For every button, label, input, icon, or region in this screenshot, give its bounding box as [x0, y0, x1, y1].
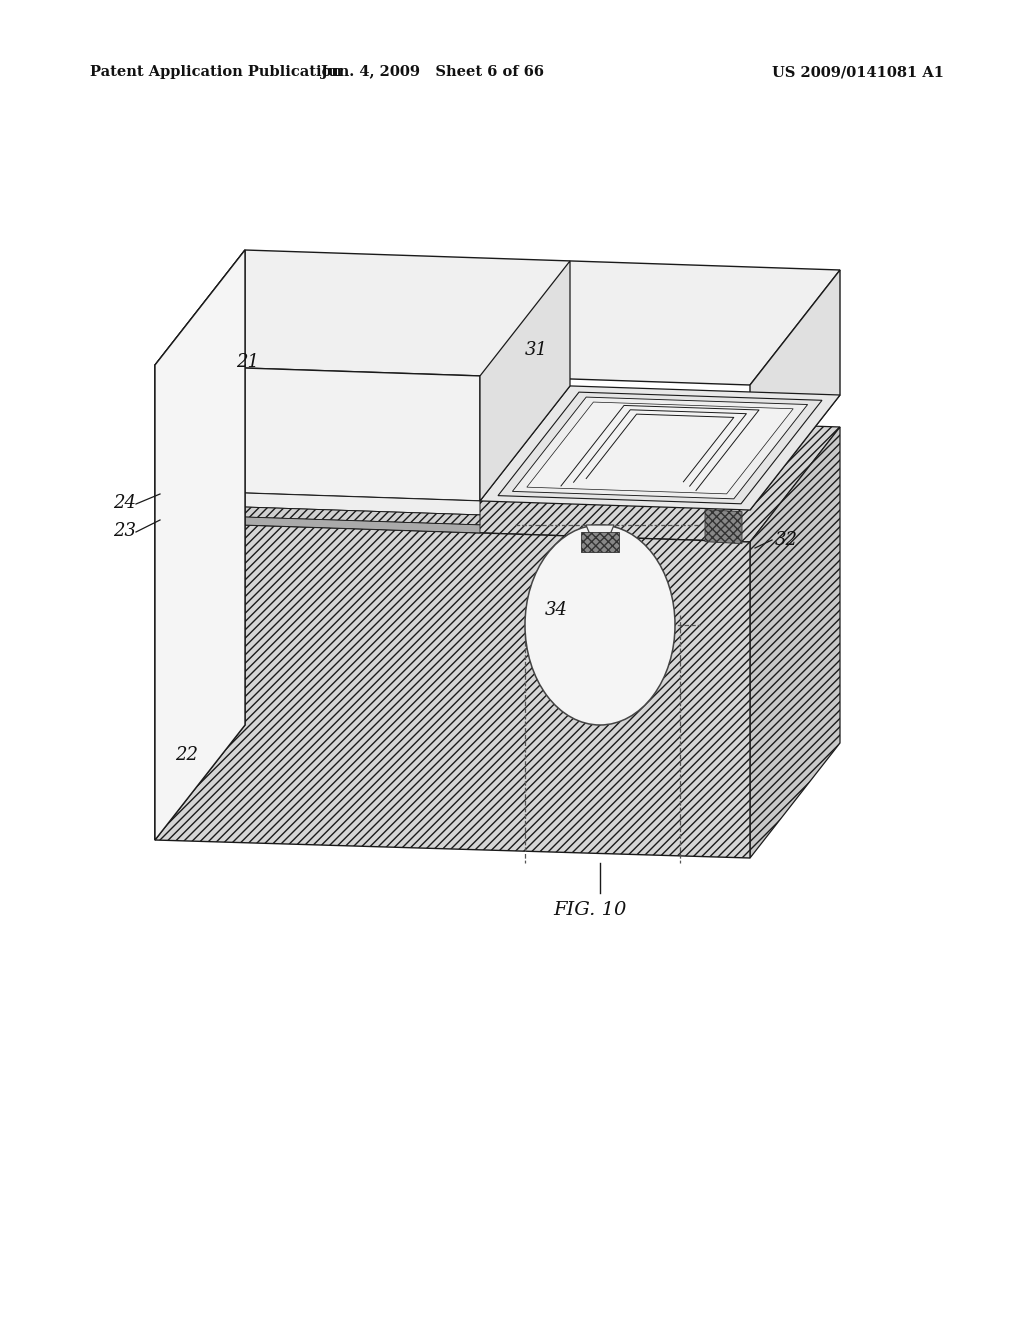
Polygon shape — [155, 249, 840, 385]
Text: 31: 31 — [525, 341, 548, 359]
Text: 34: 34 — [545, 601, 568, 619]
Polygon shape — [586, 525, 614, 537]
Text: 22: 22 — [175, 746, 198, 764]
Ellipse shape — [525, 525, 675, 725]
Polygon shape — [480, 385, 840, 510]
Text: 23: 23 — [113, 521, 136, 540]
Polygon shape — [498, 392, 822, 504]
Text: 32: 32 — [775, 531, 798, 549]
Text: 21: 21 — [236, 352, 259, 371]
Polygon shape — [155, 407, 840, 543]
Polygon shape — [155, 513, 480, 533]
Polygon shape — [526, 403, 794, 494]
Text: 24: 24 — [113, 494, 136, 512]
Polygon shape — [155, 504, 480, 525]
Polygon shape — [750, 426, 840, 858]
Polygon shape — [750, 271, 840, 510]
Polygon shape — [705, 510, 742, 544]
Polygon shape — [581, 532, 618, 552]
Text: Jun. 4, 2009   Sheet 6 of 66: Jun. 4, 2009 Sheet 6 of 66 — [321, 65, 544, 79]
Text: FIG. 10: FIG. 10 — [553, 902, 627, 919]
Polygon shape — [155, 249, 245, 840]
Polygon shape — [480, 261, 570, 500]
Polygon shape — [155, 366, 480, 500]
Text: Patent Application Publication: Patent Application Publication — [90, 65, 342, 79]
Polygon shape — [155, 249, 245, 840]
Polygon shape — [155, 490, 480, 515]
Polygon shape — [512, 397, 808, 499]
Polygon shape — [155, 521, 750, 858]
Text: US 2009/0141081 A1: US 2009/0141081 A1 — [772, 65, 944, 79]
